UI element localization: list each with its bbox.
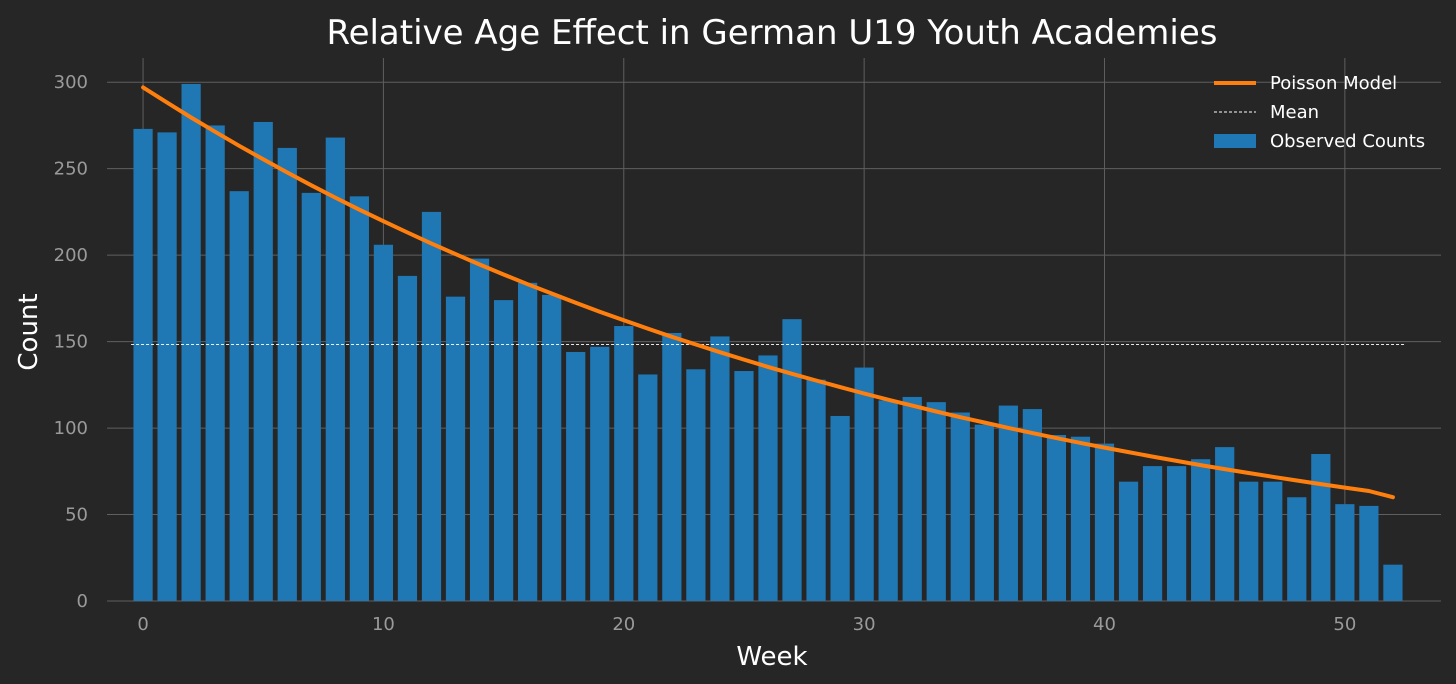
bar [278,148,297,601]
bar [999,406,1018,601]
bar [230,191,249,601]
bar [350,196,369,601]
bar [133,129,152,601]
bar [398,276,417,601]
bar [1119,482,1138,601]
bar [566,352,585,601]
bar [1335,504,1354,601]
bar [782,319,801,601]
bar [903,397,922,601]
x-axis-label: Week [736,642,807,672]
bar [374,245,393,601]
bar [710,336,729,601]
bar [638,374,657,601]
bar [1143,466,1162,601]
x-tick-label: 30 [853,614,876,635]
bar [1047,435,1066,601]
bar [446,297,465,601]
x-tick-label: 20 [612,614,635,635]
bar [951,413,970,601]
chart-title: Relative Age Effect in German U19 Youth … [326,13,1217,53]
chart: 0 50 100 150 200 250 300 0 10 20 30 40 50 Relative A… [0,0,1456,684]
x-tick-label: 40 [1093,614,1116,635]
bar [758,355,777,601]
x-tick-label: 10 [372,614,395,635]
bar [542,295,561,601]
bar [254,122,273,601]
bar [830,416,849,601]
legend-swatch-observed-counts [1214,134,1256,148]
bar [326,138,345,601]
y-tick-label: 50 [65,505,88,526]
x-tick-label: 50 [1333,614,1356,635]
bar [1383,565,1402,601]
bar [1071,437,1090,601]
bar [855,368,874,601]
legend-label-poisson-model: Poisson Model [1270,73,1397,94]
bar [422,212,441,601]
legend-label-observed-counts: Observed Counts [1270,131,1425,152]
bar [975,425,994,601]
bar [590,347,609,601]
y-tick-label: 250 [54,159,88,180]
bar [470,259,489,601]
bar [1191,459,1210,601]
bar [879,400,898,601]
bar [734,371,753,601]
bar [1311,454,1330,601]
bar [1095,444,1114,601]
legend-label-mean: Mean [1270,102,1319,123]
y-axis-label: Count [14,293,44,370]
bar [1359,506,1378,601]
bar [686,369,705,601]
bar [662,333,681,601]
y-tick-label: 0 [77,591,88,612]
bar [518,283,537,601]
bar [614,326,633,601]
bar [182,84,201,601]
bar [1263,482,1282,601]
bar [1287,497,1306,601]
y-tick-label: 300 [54,72,88,93]
bar [1239,482,1258,601]
y-tick-label: 100 [54,418,88,439]
bar [806,380,825,601]
y-tick-label: 150 [54,332,88,353]
bar [157,132,176,601]
bar [206,125,225,601]
bar [302,193,321,601]
bar [927,402,946,601]
bar [1023,409,1042,601]
y-tick-label: 200 [54,245,88,266]
bar [1167,466,1186,601]
bar [494,300,513,601]
x-tick-label: 0 [137,614,148,635]
